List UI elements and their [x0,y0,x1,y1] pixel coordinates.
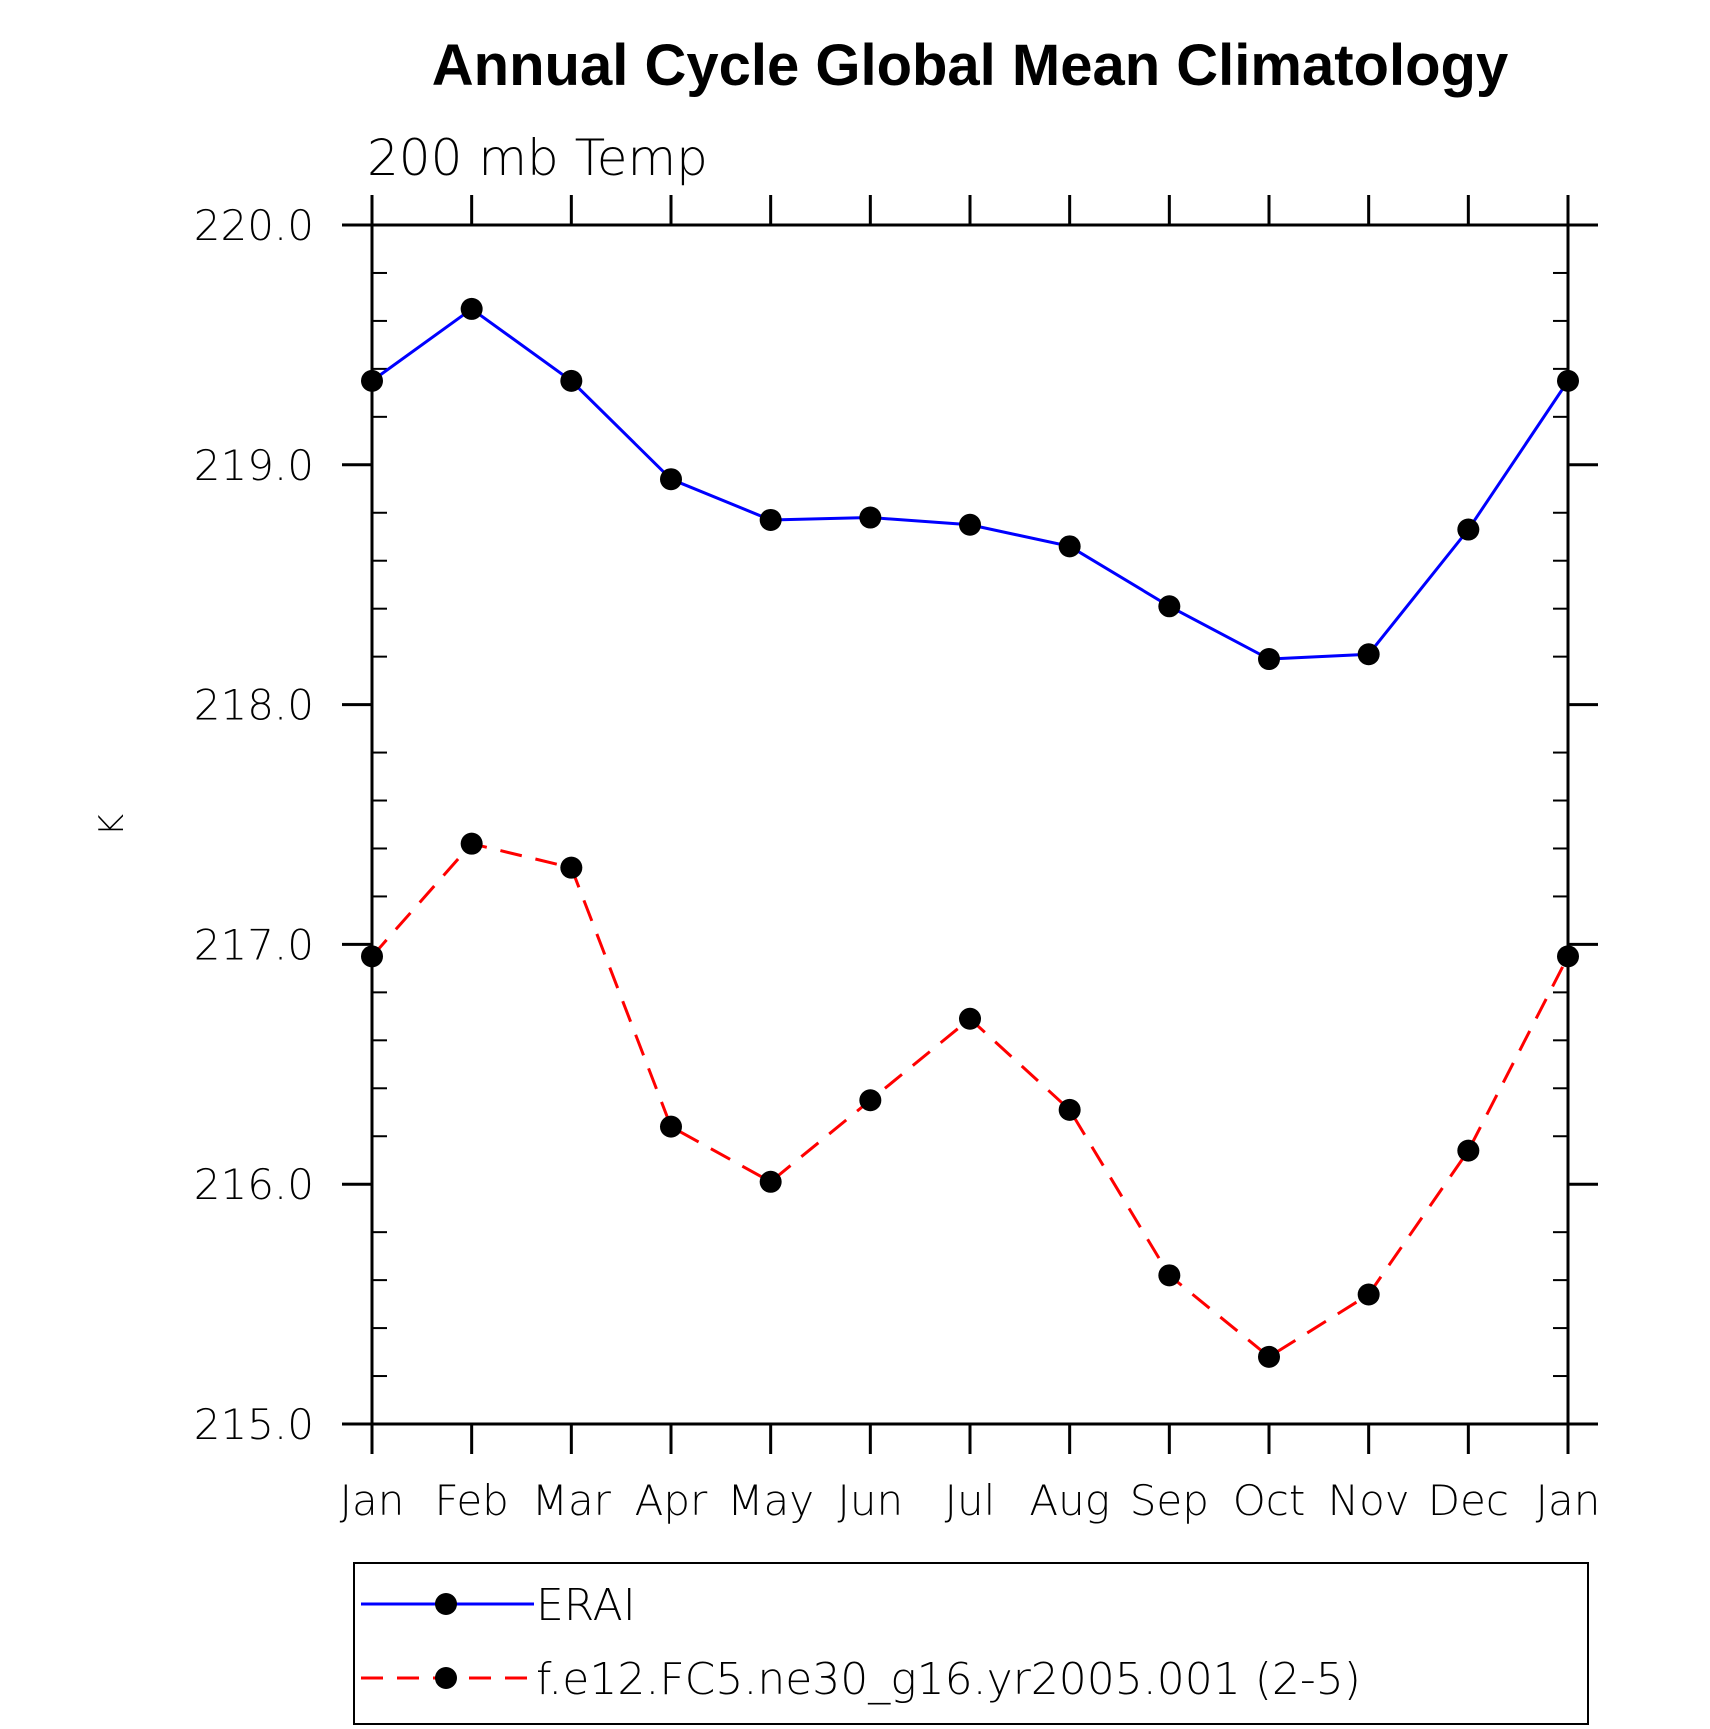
series-0-point [560,369,583,392]
x-tick-label: Feb [434,1476,508,1525]
tick-labels: Jan Feb Mar Apr May Jun Jul Aug Sep Oct Nov Dec Jan 2… [194,201,1601,1525]
series-0-point [859,506,882,529]
x-tick-label: Oct [1233,1476,1306,1525]
x-tick-label: Sep [1130,1476,1209,1525]
series-0-point [959,513,981,536]
series-1-point [460,832,483,855]
axis-ticks [342,195,1598,1454]
chart-subtitle: 200 mb Temp [367,129,708,187]
legend-marker-model [435,1667,457,1689]
x-tick-label: Aug [1029,1476,1110,1525]
series-1-point [1258,1345,1280,1368]
x-tick-label: Jan [1536,1476,1601,1525]
series-line-1 [370,842,1570,1359]
y-tick-label: 216.0 [194,1160,314,1209]
series-1-point [1357,1283,1380,1306]
series-1-point [859,1089,882,1112]
series-1-point [1158,1264,1181,1287]
y-tick-label: 217.0 [194,920,314,969]
series-line-0 [371,307,1570,661]
series-1-point [1457,1139,1480,1162]
x-tick-label: Mar [532,1476,612,1525]
series-markers [361,297,1579,1368]
x-tick-label: Dec [1428,1476,1509,1525]
series-0-point [1457,518,1480,541]
x-tick-label: May [727,1476,814,1525]
series-0-point [660,468,682,491]
chart-title: Annual Cycle Global Mean Climatology [432,33,1508,98]
y-tick-label: 218.0 [194,681,314,730]
y-tick-label: 215.0 [194,1400,314,1449]
plot-frame [370,223,1570,1426]
legend-label-erai: ERAI [536,1580,636,1631]
series-1-point [759,1170,782,1193]
x-tick-label: Jun [838,1476,904,1525]
series-1-point [959,1007,981,1030]
x-tick-label: Jul [945,1476,996,1525]
series-lines [370,307,1570,1359]
series-0-point [1258,648,1280,671]
series-0-point [1058,535,1081,558]
series-0-point [759,508,782,531]
x-tick-label: Jan [340,1476,405,1525]
y-tick-label: 219.0 [194,441,314,490]
series-0-point [460,297,483,320]
x-tick-label: Nov [1328,1476,1410,1525]
x-tick-label: Apr [635,1476,708,1525]
series-0-point [1158,595,1181,618]
legend-marker-erai [435,1593,457,1615]
y-axis-title: K [92,814,132,836]
series-1-point [660,1115,682,1138]
series-0-point [1357,643,1380,666]
y-tick-label: 220.0 [194,201,314,250]
legend-label-model: f.e12.FC5.ne30_g16.yr2005.001 (2-5) [536,1654,1361,1705]
legend-box [353,1562,1589,1725]
series-1-point [560,856,583,879]
legend: ERAI f.e12.FC5.ne30_g16.yr2005.001 (2-5) [353,1562,1589,1725]
series-1-point [1058,1098,1081,1121]
